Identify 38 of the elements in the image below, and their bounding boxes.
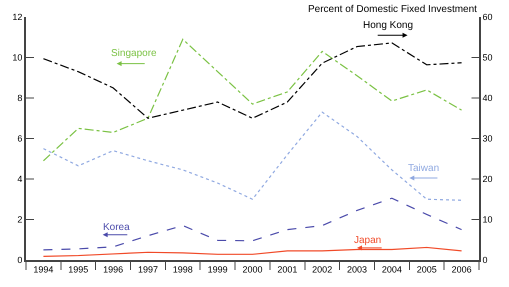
x-tick-label: 1999 [208,264,228,275]
y-tick-label: 8 [17,93,22,104]
y-tick-label: 0 [17,255,22,266]
y-tick-label: 4 [17,174,22,184]
x-tick-label: 1997 [138,264,158,275]
x-tick-label: 1994 [33,264,54,275]
series-label: Singapore [111,48,158,59]
x-tick-label: 2002 [312,264,332,275]
x-tick-label: 1996 [103,264,124,275]
x-tick-label: 1998 [172,264,193,275]
x-tick-label: 2000 [242,264,263,275]
x-tick-label: 2001 [277,264,298,275]
y-tick-label: 2 [17,214,22,225]
y2-tick-label: 10 [482,214,493,225]
series-label: Taiwan [408,163,440,174]
y2-tick-label: 30 [482,134,493,144]
x-tick-label: 2006 [452,264,472,275]
line-series [42,246,462,257]
x-tick-label: 1995 [68,264,88,275]
y-tick-label: 12 [12,12,22,22]
y2-tick-label: 0 [482,255,488,266]
x-tick-label: 2003 [347,264,368,275]
line-series [42,38,462,162]
y-tick-label: 6 [17,134,22,144]
line-series [42,42,462,119]
y-tick-label: 10 [12,52,22,63]
line-series [42,112,462,201]
y2-tick-label: 50 [482,52,493,63]
line-series [42,198,462,250]
y2-axis-title: Percent of Domestic Fixed Investment [308,4,478,15]
x-tick-label: 2005 [416,264,437,275]
x-tick-label: 2004 [382,264,402,275]
y2-tick-label: 60 [482,12,493,22]
series-label: Hong Kong [363,20,414,31]
series-label: Korea [103,222,130,233]
y2-tick-label: 20 [482,174,493,184]
series-label: Japan [354,235,382,246]
y2-tick-label: 40 [482,93,493,104]
